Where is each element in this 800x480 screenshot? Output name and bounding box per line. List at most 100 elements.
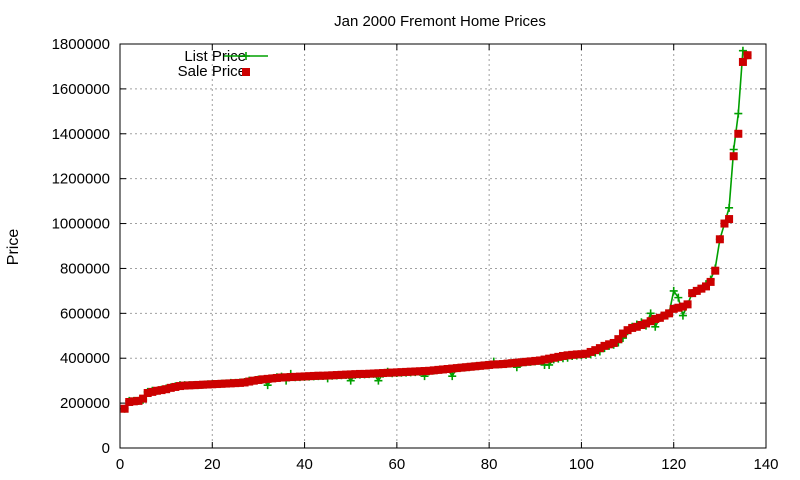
x-tick-label: 40 <box>296 456 313 473</box>
sale-price-point <box>692 286 701 295</box>
sale-price-point <box>180 381 189 390</box>
sale-price-point <box>706 277 715 286</box>
sale-price-point <box>199 380 208 389</box>
sale-price-point <box>134 396 143 405</box>
y-tick-label: 0 <box>102 440 110 457</box>
y-tick-label: 200000 <box>60 395 110 412</box>
sale-price-point <box>738 57 747 66</box>
sale-price-point <box>365 369 374 378</box>
list-price-point <box>651 322 660 331</box>
sale-price-point <box>171 382 180 391</box>
sale-price-point <box>314 371 323 380</box>
y-axis-label: Price <box>5 229 22 266</box>
sale-price-point <box>240 378 249 387</box>
sale-price-point <box>614 335 623 344</box>
sale-price-point <box>189 381 198 390</box>
sale-price-point <box>697 284 706 293</box>
sale-price-point <box>254 375 263 384</box>
sale-price-point <box>346 370 355 379</box>
sale-price-point <box>494 360 503 369</box>
sale-price-point <box>194 380 203 389</box>
sale-price-point <box>457 363 466 372</box>
series-layer <box>120 46 752 413</box>
sale-price-point <box>291 372 300 381</box>
sale-price-point <box>535 356 544 365</box>
sale-price-point <box>415 367 424 376</box>
sale-price-point <box>540 355 549 364</box>
sale-price-point <box>369 369 378 378</box>
list-price-point <box>646 309 655 318</box>
sale-price-point <box>628 323 637 332</box>
sale-price-point <box>651 314 660 323</box>
sale-price-point <box>678 302 687 311</box>
sale-price-point <box>503 359 512 368</box>
sale-price-point <box>577 350 586 359</box>
sale-price-point <box>568 350 577 359</box>
sale-price-point <box>618 329 627 338</box>
sale-price-point <box>605 340 614 349</box>
sale-price-point <box>485 360 494 369</box>
sale-price-point <box>545 354 554 363</box>
y-tick-label: 1800000 <box>52 36 110 53</box>
sale-price-point <box>674 303 683 312</box>
sale-price-point <box>600 341 609 350</box>
sale-price-point <box>439 365 447 374</box>
list-price-line <box>123 48 749 410</box>
sale-price-point <box>725 215 734 224</box>
sale-price-point <box>295 372 304 381</box>
y-tick-label: 1600000 <box>52 81 110 98</box>
sale-price-point <box>217 379 226 388</box>
sale-price-point <box>517 358 526 367</box>
sale-price-point <box>300 372 309 381</box>
sale-price-point <box>402 367 411 376</box>
sale-price-point <box>355 369 364 378</box>
list-price-point <box>674 293 683 302</box>
sale-price-point <box>715 235 724 244</box>
sale-price-point <box>475 361 484 370</box>
sale-price-point <box>129 397 138 406</box>
x-tick-label: 60 <box>389 456 406 473</box>
sale-price-point <box>711 266 720 275</box>
list-price-point <box>729 145 738 154</box>
sale-price-point <box>323 371 332 380</box>
sale-price-point <box>489 360 498 369</box>
sale-price-point <box>512 358 521 367</box>
sale-price-point <box>152 386 161 395</box>
sale-price-point <box>720 219 729 228</box>
plot-border <box>119 43 767 449</box>
sale-price-point <box>282 373 291 382</box>
x-tick-label: 140 <box>753 456 778 473</box>
sale-price-point <box>139 394 148 403</box>
sale-price-point <box>632 322 641 331</box>
sale-price-point <box>429 366 438 375</box>
sale-price-point <box>388 368 397 377</box>
sale-price-point <box>245 377 254 386</box>
sale-price-point <box>665 309 674 318</box>
sale-price-point <box>471 362 480 371</box>
legend-label-list-price: List Price <box>184 48 246 65</box>
sale-price-point <box>332 371 341 380</box>
sale-price-point <box>392 368 401 377</box>
sale-price-point <box>558 351 567 360</box>
sale-price-point <box>582 349 591 358</box>
sale-price-point <box>702 282 711 291</box>
sale-price-point <box>522 357 531 366</box>
list-price-point <box>448 372 457 381</box>
sale-price-point <box>554 352 563 361</box>
sale-price-point <box>669 304 678 313</box>
sale-price-point <box>637 321 646 330</box>
sale-price-point <box>379 369 388 378</box>
sale-price-point <box>203 380 212 389</box>
sale-price-point <box>743 51 752 60</box>
sale-price-point <box>655 313 664 322</box>
sale-price-point <box>212 380 221 389</box>
sale-price-point <box>466 362 475 371</box>
sale-price-point <box>549 353 558 362</box>
sale-price-point <box>166 383 175 392</box>
sale-price-point <box>397 368 406 377</box>
sale-price-point <box>249 376 258 385</box>
sale-price-point <box>231 379 240 388</box>
sale-price-point <box>660 311 669 320</box>
list-price-point <box>669 286 678 295</box>
